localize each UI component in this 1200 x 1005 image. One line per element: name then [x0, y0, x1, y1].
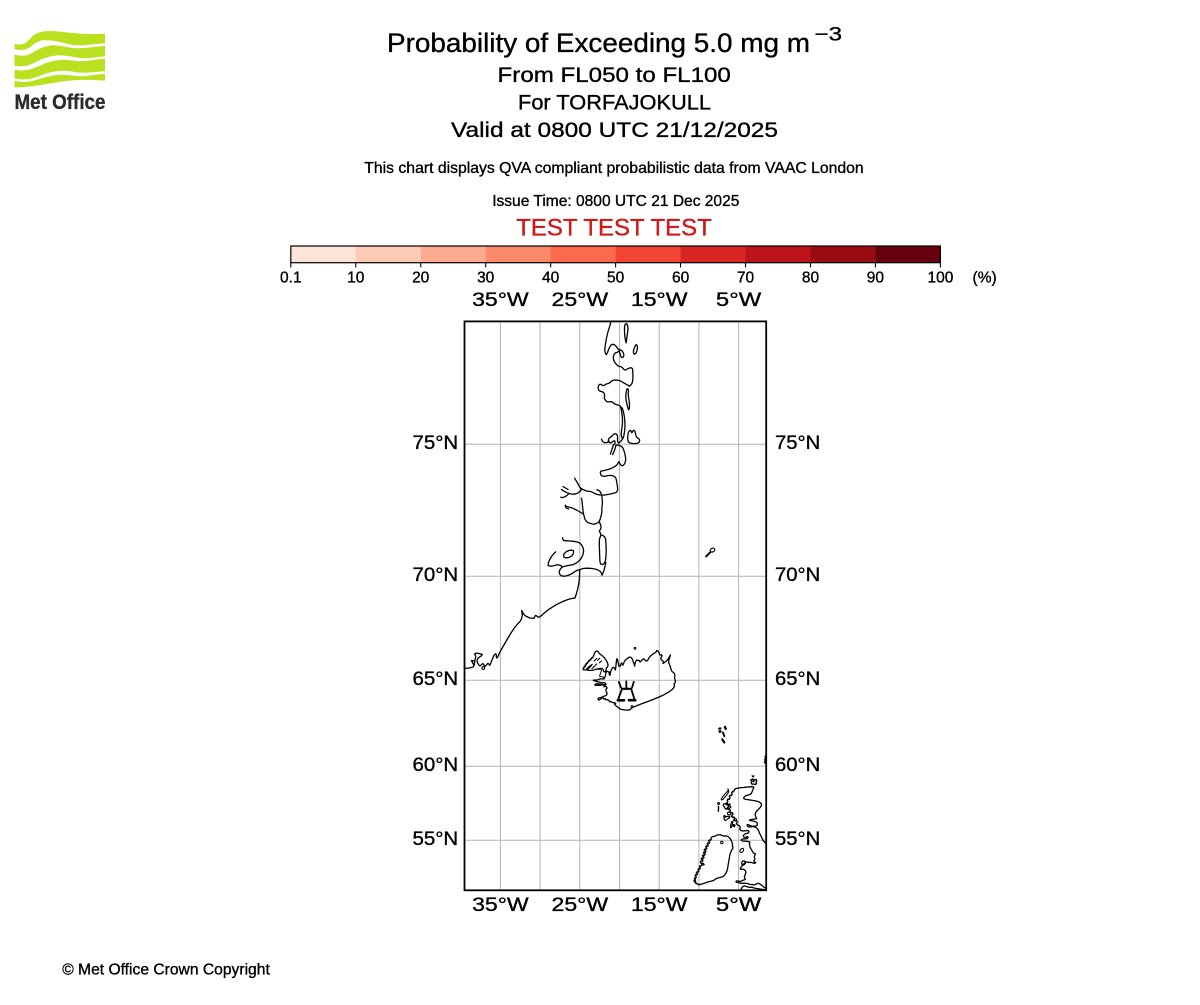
svg-text:© Met Office Crown Copyright: © Met Office Crown Copyright: [62, 962, 270, 979]
svg-text:TEST TEST TEST: TEST TEST TEST: [516, 214, 712, 241]
svg-text:80: 80: [802, 270, 820, 287]
svg-text:Valid at 0800 UTC 21/12/2025: Valid at 0800 UTC 21/12/2025: [451, 118, 778, 142]
svg-text:−3: −3: [815, 25, 843, 46]
svg-text:60: 60: [672, 270, 690, 287]
svg-text:35°W: 35°W: [472, 894, 529, 916]
svg-text:75°N: 75°N: [775, 432, 820, 454]
svg-text:0.1: 0.1: [280, 270, 302, 287]
svg-text:20: 20: [412, 270, 430, 287]
svg-text:From FL050 to FL100: From FL050 to FL100: [498, 63, 731, 87]
svg-text:5°W: 5°W: [716, 894, 762, 916]
svg-text:50: 50: [607, 270, 625, 287]
svg-text:Issue Time: 0800 UTC 21 Dec 20: Issue Time: 0800 UTC 21 Dec 2025: [492, 193, 739, 210]
svg-text:60°N: 60°N: [775, 754, 820, 776]
svg-text:(%): (%): [973, 270, 997, 287]
svg-text:25°W: 25°W: [552, 289, 609, 311]
svg-text:10: 10: [347, 270, 365, 287]
svg-text:75°N: 75°N: [413, 432, 459, 454]
svg-text:For TORFAJOKULL: For TORFAJOKULL: [518, 91, 711, 115]
svg-text:35°W: 35°W: [472, 289, 529, 311]
svg-text:90: 90: [867, 270, 885, 287]
svg-text:70: 70: [737, 270, 755, 287]
svg-text:60°N: 60°N: [413, 754, 459, 776]
svg-text:15°W: 15°W: [631, 894, 688, 916]
svg-text:15°W: 15°W: [631, 289, 688, 311]
svg-text:Probability of Exceeding 5.0 m: Probability of Exceeding 5.0 mg m: [387, 28, 810, 58]
svg-text:40: 40: [542, 270, 560, 287]
svg-text:65°N: 65°N: [413, 668, 459, 690]
svg-text:70°N: 70°N: [413, 564, 459, 586]
svg-text:This chart displays QVA compli: This chart displays QVA compliant probab…: [364, 160, 863, 177]
svg-text:65°N: 65°N: [775, 668, 820, 690]
svg-text:Met Office: Met Office: [15, 90, 106, 114]
svg-text:30: 30: [477, 270, 495, 287]
svg-text:55°N: 55°N: [413, 828, 459, 850]
svg-text:25°W: 25°W: [552, 894, 609, 916]
svg-text:70°N: 70°N: [775, 564, 820, 586]
svg-text:55°N: 55°N: [775, 828, 820, 850]
svg-text:100: 100: [927, 270, 953, 287]
svg-text:5°W: 5°W: [716, 289, 762, 311]
